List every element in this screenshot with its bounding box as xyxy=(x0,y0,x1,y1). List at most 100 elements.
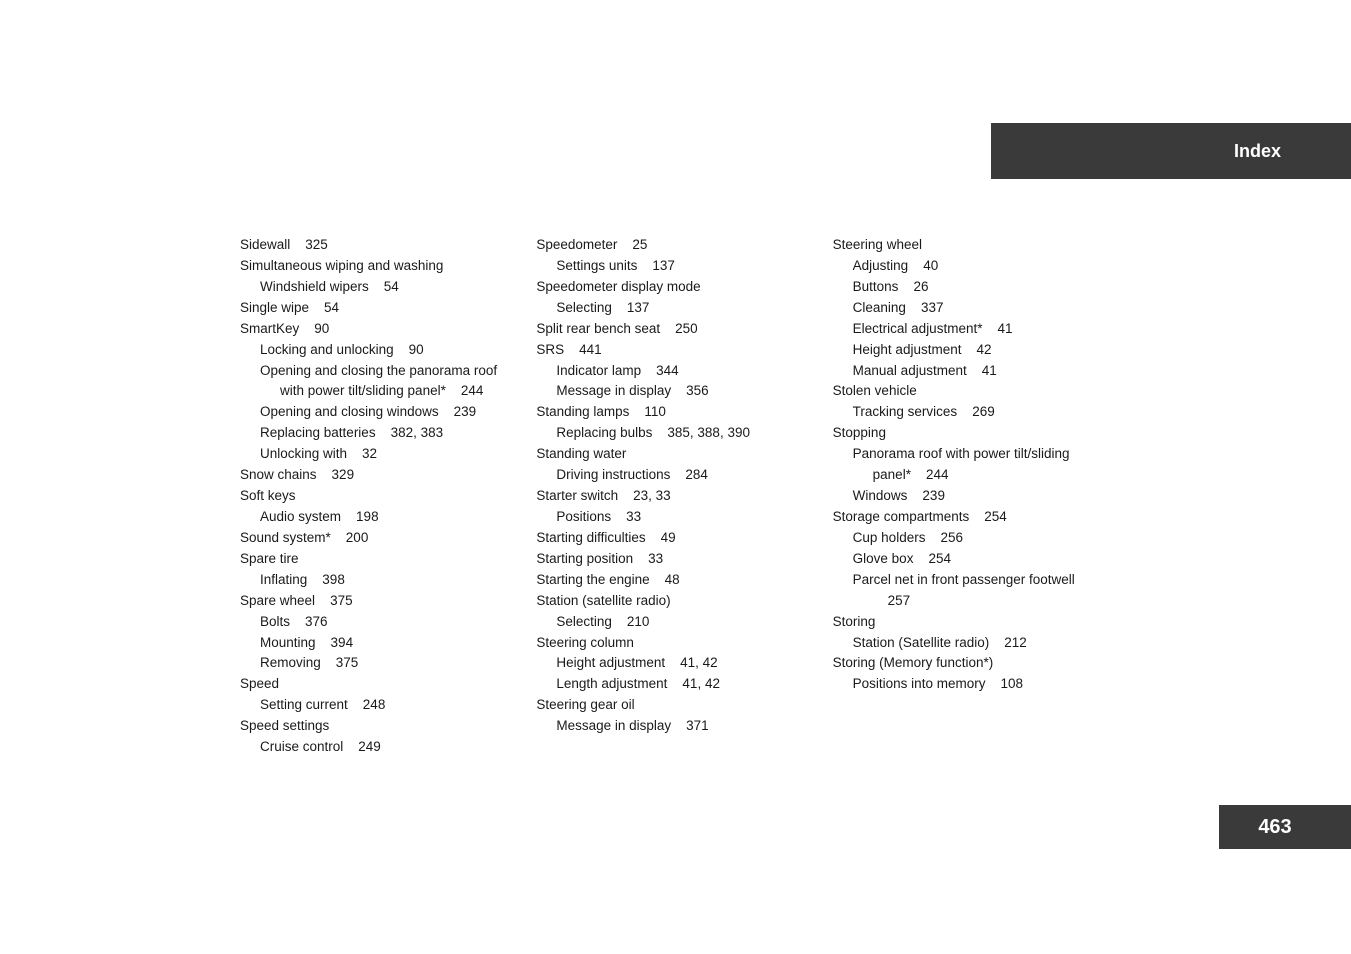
index-entry-page: 248 xyxy=(348,697,386,712)
index-entry: Windshield wipers 54 xyxy=(240,277,518,298)
index-entry-page: 239 xyxy=(439,404,477,419)
index-entry-page: 41, 42 xyxy=(667,676,720,691)
index-entry: Starter switch 23, 33 xyxy=(536,486,814,507)
index-entry-text: Standing lamps xyxy=(536,404,629,419)
index-entry-page: 244 xyxy=(446,383,484,398)
column-2: Speedometer 25Settings units 137Speedome… xyxy=(536,235,814,758)
index-entry-text: Message in display xyxy=(556,718,671,733)
index-entry: Positions into memory 108 xyxy=(833,674,1111,695)
index-entry-page: 212 xyxy=(989,635,1027,650)
index-entry: Replacing bulbs 385, 388, 390 xyxy=(536,423,814,444)
index-entry-text: Steering wheel xyxy=(833,237,922,252)
index-entry: Starting difficulties 49 xyxy=(536,528,814,549)
index-entry-text: SmartKey xyxy=(240,321,299,336)
index-entry-text: Tracking services xyxy=(853,404,958,419)
index-entry: Opening and closing the panorama roof wi… xyxy=(240,361,518,403)
index-entry-text: Starter switch xyxy=(536,488,618,503)
index-entry-page: 249 xyxy=(343,739,381,754)
index-entry: Length adjustment 41, 42 xyxy=(536,674,814,695)
index-entry-text: Selecting xyxy=(556,300,612,315)
index-entry: SmartKey 90 xyxy=(240,319,518,340)
index-entry-text: Stolen vehicle xyxy=(833,383,917,398)
index-entry: Tracking services 269 xyxy=(833,402,1111,423)
column-3: Steering wheelAdjusting 40Buttons 26Clea… xyxy=(833,235,1111,758)
index-entry-page: 90 xyxy=(299,321,329,336)
index-entry-page: 54 xyxy=(369,279,399,294)
header-title: Index xyxy=(1234,141,1281,162)
index-entry-page: 382, 383 xyxy=(376,425,444,440)
index-entry: Steering gear oil xyxy=(536,695,814,716)
column-1: Sidewall 325Simultaneous wiping and wash… xyxy=(240,235,518,758)
index-entry-page: 33 xyxy=(611,509,641,524)
index-entry: Setting current 248 xyxy=(240,695,518,716)
index-entry-text: Split rear bench seat xyxy=(536,321,660,336)
index-entry: Mounting 394 xyxy=(240,633,518,654)
index-entry: Selecting 137 xyxy=(536,298,814,319)
index-entry-text: Panorama roof with power tilt/sliding pa… xyxy=(853,446,1070,482)
index-entry: Soft keys xyxy=(240,486,518,507)
index-entry-text: Buttons xyxy=(853,279,899,294)
index-entry-page: 269 xyxy=(957,404,995,419)
index-entry: Glove box 254 xyxy=(833,549,1111,570)
index-entry: Cleaning 337 xyxy=(833,298,1111,319)
index-entry-text: Windows xyxy=(853,488,908,503)
index-entry-page: 250 xyxy=(660,321,698,336)
index-entry: Panorama roof with power tilt/sliding pa… xyxy=(833,444,1111,486)
index-entry-page: 26 xyxy=(898,279,928,294)
index-entry-page: 254 xyxy=(969,509,1007,524)
index-entry-text: Single wipe xyxy=(240,300,309,315)
index-entry-text: Manual adjustment xyxy=(853,363,967,378)
index-entry-text: Speed settings xyxy=(240,718,329,733)
index-entry-page: 198 xyxy=(341,509,379,524)
index-entry: Starting position 33 xyxy=(536,549,814,570)
index-entry: Message in display 371 xyxy=(536,716,814,737)
index-entry: Indicator lamp 344 xyxy=(536,361,814,382)
page-number-bar: 463 xyxy=(1219,805,1351,849)
index-entry-page: 329 xyxy=(317,467,355,482)
index-entry-text: Setting current xyxy=(260,697,348,712)
index-entry-text: Length adjustment xyxy=(556,676,667,691)
index-entry: Standing lamps 110 xyxy=(536,402,814,423)
index-entry-page: 256 xyxy=(925,530,963,545)
index-entry: Steering column xyxy=(536,633,814,654)
index-entry: Cruise control 249 xyxy=(240,737,518,758)
index-entry-text: Soft keys xyxy=(240,488,296,503)
index-entry-text: Positions into memory xyxy=(853,676,986,691)
index-entry: Speedometer 25 xyxy=(536,235,814,256)
index-entry: Single wipe 54 xyxy=(240,298,518,319)
index-entry: Speed settings xyxy=(240,716,518,737)
index-entry-page: 48 xyxy=(650,572,680,587)
index-entry-text: Sound system* xyxy=(240,530,331,545)
index-entry-page: 375 xyxy=(315,593,353,608)
index-entry-text: Sidewall xyxy=(240,237,290,252)
header-bar: Index xyxy=(991,123,1351,179)
index-entry: Station (Satellite radio) 212 xyxy=(833,633,1111,654)
index-entry: Steering wheel xyxy=(833,235,1111,256)
index-entry-page: 32 xyxy=(347,446,377,461)
index-entry-text: Selecting xyxy=(556,614,612,629)
index-entry-page: 200 xyxy=(331,530,369,545)
index-entry-text: Parcel net in front passenger footwell xyxy=(853,572,1075,587)
index-entry-text: Cruise control xyxy=(260,739,343,754)
index-entry-page: 210 xyxy=(612,614,650,629)
index-entry-text: Windshield wipers xyxy=(260,279,369,294)
index-entry-text: Steering column xyxy=(536,635,634,650)
index-entry-page: 254 xyxy=(913,551,951,566)
index-entry: Stolen vehicle xyxy=(833,381,1111,402)
index-entry-text: Starting difficulties xyxy=(536,530,645,545)
index-entry: Selecting 210 xyxy=(536,612,814,633)
index-entry-text: Storing (Memory function*) xyxy=(833,655,994,670)
index-entry-page: 376 xyxy=(290,614,328,629)
index-entry-text: Height adjustment xyxy=(556,655,665,670)
index-entry-page: 394 xyxy=(316,635,354,650)
index-entry-page: 90 xyxy=(394,342,424,357)
index-entry: Speed xyxy=(240,674,518,695)
index-entry-text: Locking and unlocking xyxy=(260,342,394,357)
index-entry-text: Replacing batteries xyxy=(260,425,376,440)
index-entry-page: 25 xyxy=(617,237,647,252)
index-entry-text: Starting position xyxy=(536,551,633,566)
index-entry: Message in display 356 xyxy=(536,381,814,402)
index-entry: Station (satellite radio) xyxy=(536,591,814,612)
index-entry-page: 398 xyxy=(307,572,345,587)
index-entry-text: Storing xyxy=(833,614,876,629)
